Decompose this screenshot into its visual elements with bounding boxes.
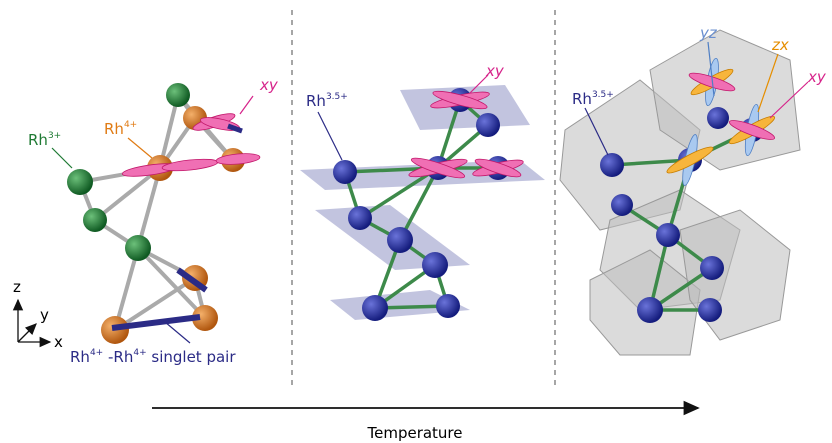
axis-y: y	[40, 306, 49, 324]
arrow-label: Temperature	[366, 424, 462, 442]
label-sup: 3.5+	[592, 90, 614, 100]
yz-label: yz	[699, 24, 718, 42]
singlet-pair-label: Rh4+ -Rh4+ singlet pair	[70, 348, 236, 366]
label-text: Rh	[28, 131, 48, 149]
rh3-label: Rh3+	[28, 131, 61, 149]
label-text: Rh	[70, 348, 90, 366]
orbital-label: xy	[485, 62, 505, 80]
label-sup: 4+	[90, 348, 103, 358]
orbital-label: xy	[259, 76, 279, 94]
label-sup: 3+	[48, 131, 61, 141]
label-text: Rh	[572, 90, 592, 108]
axis-x: x	[54, 333, 63, 351]
mid-temp-structure	[300, 75, 545, 321]
rh-label: Rh3.5+	[306, 92, 348, 110]
low-temp-structure	[52, 83, 260, 344]
high-temp-structure	[560, 30, 808, 355]
label-text: -Rh	[103, 348, 133, 366]
label-sup: 3.5+	[326, 92, 348, 102]
axis-z: z	[13, 278, 21, 296]
diagram: xy Rh3+ Rh4+ z y x Rh4+ -Rh4+ singlet pa…	[0, 0, 832, 443]
label-text: singlet pair	[147, 348, 237, 366]
label-sup: 4+	[124, 120, 137, 130]
xy-label: xy	[807, 68, 827, 86]
label-sup: 4+	[133, 348, 146, 358]
label-text: Rh	[306, 92, 326, 110]
label-text: Rh	[104, 120, 124, 138]
zx-label: zx	[771, 36, 789, 54]
rh4-label: Rh4+	[104, 120, 137, 138]
